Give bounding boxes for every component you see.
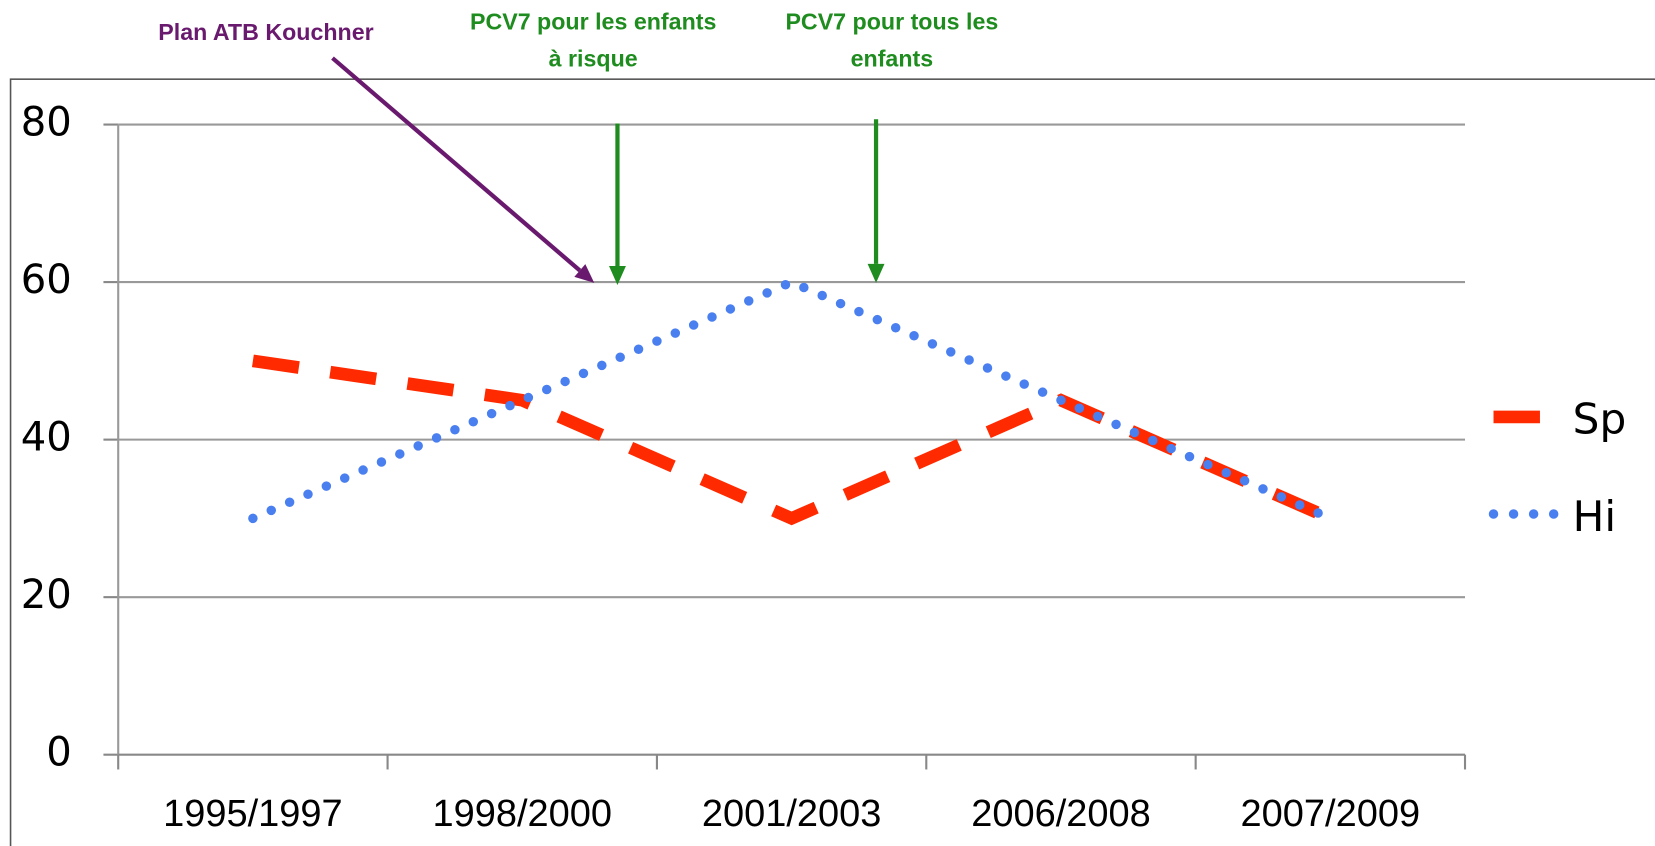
chart-frame <box>9 78 1655 846</box>
legend-label: Hi <box>1573 492 1616 541</box>
series-line <box>248 276 1336 524</box>
legend-label: Sp <box>1573 395 1627 444</box>
y-tick-label: 20 <box>21 572 72 618</box>
x-tick-label: 2001/2003 <box>702 793 882 835</box>
x-tick-label: 2007/2009 <box>1241 793 1421 835</box>
annotation: Plan ATB Kouchner <box>158 19 373 45</box>
y-tick-label: 60 <box>21 257 72 303</box>
arrow-head <box>867 263 885 283</box>
annotation: à risque <box>549 45 638 71</box>
y-tick-label: 40 <box>21 415 72 461</box>
x-tick-label: 1998/2000 <box>432 793 612 835</box>
annotation: PCV7 pour tous les <box>785 8 998 34</box>
x-tick-label: 2006/2008 <box>971 793 1151 835</box>
annotation-arrow <box>331 56 582 273</box>
annotation: PCV7 pour les enfants <box>470 8 716 34</box>
arrow-head <box>574 264 595 283</box>
y-tick-label: 0 <box>46 730 72 776</box>
y-tick-label: 80 <box>21 100 72 146</box>
x-tick-label: 1995/1997 <box>163 793 343 835</box>
arrow-head <box>609 265 626 285</box>
annotation: enfants <box>851 45 934 71</box>
